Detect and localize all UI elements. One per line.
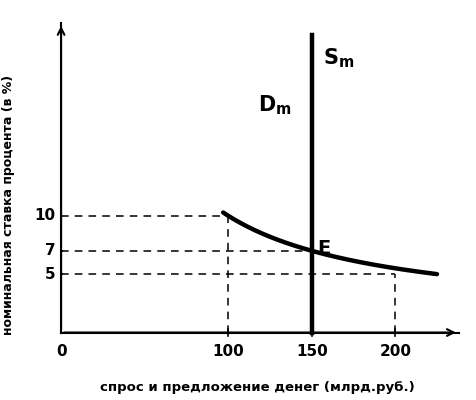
Text: 100: 100 xyxy=(212,344,244,359)
Text: 5: 5 xyxy=(45,267,55,282)
X-axis label: спрос и предложение денег (млрд.руб.): спрос и предложение денег (млрд.руб.) xyxy=(100,382,415,394)
Text: 200: 200 xyxy=(379,344,411,359)
Text: 10: 10 xyxy=(34,208,55,223)
Text: $\mathbf{E}$: $\mathbf{E}$ xyxy=(317,239,331,258)
Text: 0: 0 xyxy=(56,344,66,359)
Text: $\mathbf{S_m}$: $\mathbf{S_m}$ xyxy=(323,46,355,70)
Text: 150: 150 xyxy=(296,344,327,359)
Y-axis label: номинальная ставка процента (в %): номинальная ставка процента (в %) xyxy=(1,74,15,335)
Text: $\mathbf{D_m}$: $\mathbf{D_m}$ xyxy=(258,93,292,117)
Text: 7: 7 xyxy=(45,243,55,258)
